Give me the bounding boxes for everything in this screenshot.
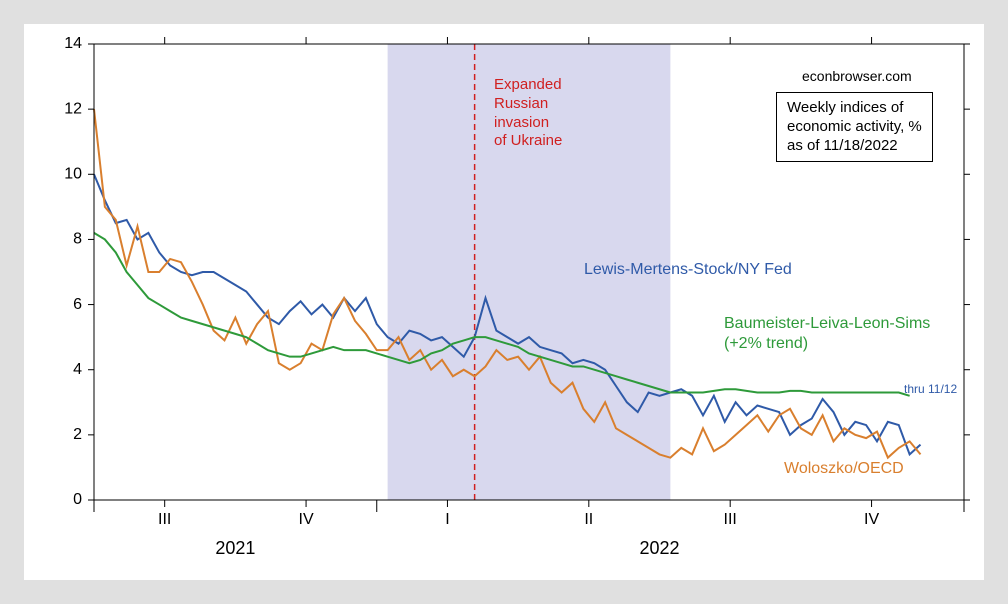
site-credit: econbrowser.com: [802, 68, 912, 86]
x-tick-label: IV: [864, 511, 879, 528]
chart-description-box: Weekly indices of economic activity, % a…: [776, 92, 933, 162]
x-year-label: 2021: [215, 538, 255, 558]
y-tick-label: 2: [73, 426, 82, 443]
vline-annotation: Expanded Russian invasion of Ukraine: [494, 76, 562, 151]
series-label-lms: Lewis-Mertens-Stock/NY Fed: [584, 260, 792, 280]
x-tick-label: II: [584, 511, 593, 528]
y-tick-label: 6: [73, 296, 82, 313]
y-tick-label: 0: [73, 491, 82, 508]
y-tick-label: 4: [73, 361, 82, 378]
x-tick-label: I: [445, 511, 449, 528]
x-tick-label: III: [724, 511, 737, 528]
x-year-label: 2022: [639, 538, 679, 558]
series-label-oecd: Woloszko/OECD: [784, 459, 904, 479]
series-label-bls: Baumeister-Leiva-Leon-Sims (+2% trend): [724, 314, 930, 354]
thru-date-label: thru 11/12: [904, 382, 957, 397]
chart-container: 02468101214IIIIVIIIIIIIV20212022 Expande…: [24, 24, 984, 580]
x-tick-label: IV: [299, 511, 314, 528]
y-tick-label: 8: [73, 231, 82, 248]
y-tick-label: 12: [64, 100, 82, 117]
y-tick-label: 14: [64, 35, 82, 52]
y-tick-label: 10: [64, 166, 82, 183]
x-tick-label: III: [158, 511, 171, 528]
